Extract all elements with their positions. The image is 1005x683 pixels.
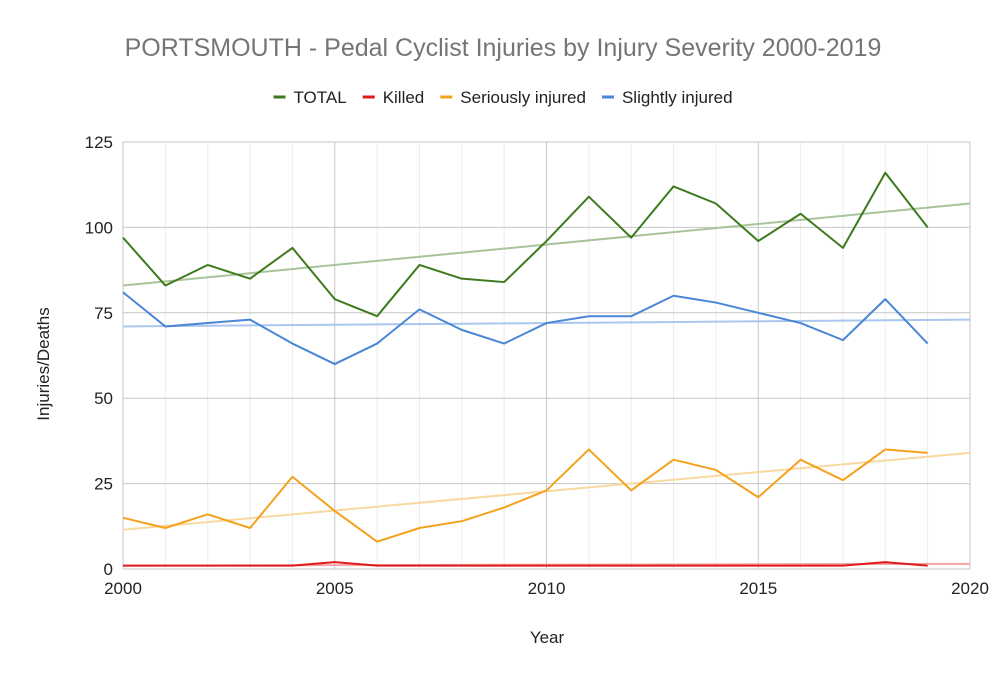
x-axis-label: Year	[530, 628, 565, 647]
x-tick-label: 2020	[951, 579, 989, 598]
y-tick-label: 100	[85, 218, 113, 237]
legend-label: Killed	[383, 88, 425, 107]
series-line	[123, 561, 928, 567]
y-tick-label: 75	[94, 304, 113, 323]
x-tick-label: 2005	[316, 579, 354, 598]
y-tick-label: 50	[94, 389, 113, 408]
x-tick-label: 2015	[739, 579, 777, 598]
y-axis-label: Injuries/Deaths	[34, 307, 53, 420]
legend: TOTAL Killed Seriously injured Slightly inj…	[273, 88, 733, 107]
series-line	[122, 448, 928, 543]
trend-line	[122, 202, 971, 287]
series-lines	[122, 171, 929, 567]
y-tick-label: 0	[104, 560, 113, 579]
legend-label: Slightly injured	[622, 88, 733, 107]
x-axis-ticks: 2000 2005 2010 2015 2020	[104, 579, 989, 598]
series-line	[122, 171, 929, 318]
gridlines	[122, 141, 971, 570]
y-tick-label: 25	[94, 475, 113, 494]
x-tick-label: 2010	[528, 579, 566, 598]
y-tick-label: 125	[85, 133, 113, 152]
y-axis-ticks: 0 25 50 75 100 125	[85, 133, 113, 579]
chart-title: PORTSMOUTH - Pedal Cyclist Injuries by I…	[125, 34, 882, 62]
x-tick-label: 2000	[104, 579, 142, 598]
legend-label: Seriously injured	[460, 88, 586, 107]
series-line	[122, 291, 929, 366]
legend-label: TOTAL	[293, 88, 346, 107]
